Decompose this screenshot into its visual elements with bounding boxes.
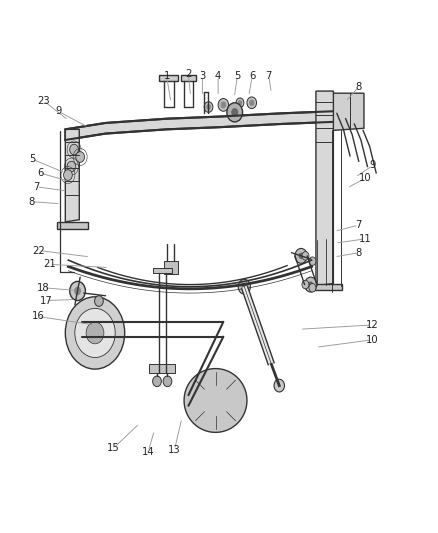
Circle shape [86,322,104,344]
Circle shape [220,101,226,108]
Circle shape [163,376,172,386]
Circle shape [76,152,85,163]
Text: 14: 14 [142,447,155,456]
Text: 7: 7 [265,71,272,81]
Polygon shape [65,130,79,222]
Text: 3: 3 [199,71,205,81]
Circle shape [236,98,244,108]
Polygon shape [149,365,175,373]
Circle shape [238,279,251,294]
Polygon shape [159,75,178,82]
Text: 6: 6 [37,168,43,178]
Text: 10: 10 [365,335,378,345]
Circle shape [204,102,213,112]
Circle shape [295,248,307,263]
Polygon shape [307,284,342,290]
Circle shape [309,257,316,265]
Text: 5: 5 [234,71,240,81]
Circle shape [238,100,242,106]
Text: 1: 1 [163,71,170,81]
Text: 22: 22 [33,246,46,255]
Circle shape [65,297,125,369]
Text: 2: 2 [185,69,191,79]
Circle shape [67,161,76,172]
Circle shape [218,99,229,111]
Circle shape [242,284,247,290]
Polygon shape [316,91,333,286]
Polygon shape [164,261,178,274]
Circle shape [249,100,254,106]
Circle shape [302,280,309,289]
Circle shape [298,253,304,259]
Polygon shape [180,75,196,82]
Circle shape [206,104,211,110]
Circle shape [304,277,317,292]
Circle shape [247,97,257,109]
Text: 16: 16 [32,311,44,321]
Circle shape [302,252,309,260]
Circle shape [309,284,316,292]
Circle shape [274,379,285,392]
Text: 15: 15 [107,443,120,453]
Circle shape [152,376,161,386]
Text: 9: 9 [370,160,376,171]
Circle shape [75,309,115,358]
Text: 21: 21 [43,260,56,269]
Polygon shape [332,93,364,131]
Text: 7: 7 [33,182,40,192]
Text: 11: 11 [359,234,371,244]
Circle shape [64,169,72,180]
Circle shape [231,108,238,117]
Circle shape [74,287,81,295]
Text: 23: 23 [37,95,50,106]
Polygon shape [152,268,172,273]
Text: 6: 6 [249,71,255,81]
Text: 9: 9 [55,106,61,116]
Circle shape [95,296,103,306]
Circle shape [308,281,313,288]
Text: 8: 8 [356,82,362,92]
Polygon shape [184,369,247,432]
Circle shape [227,103,243,122]
Text: 18: 18 [37,283,50,293]
Text: 8: 8 [356,248,362,257]
Text: 5: 5 [29,154,35,164]
Text: 17: 17 [40,295,53,305]
Text: 13: 13 [168,445,181,455]
Polygon shape [65,111,332,140]
Text: 12: 12 [365,320,378,330]
Polygon shape [57,222,88,229]
Text: 10: 10 [359,173,371,183]
Circle shape [70,144,78,155]
Circle shape [70,281,85,301]
Text: 7: 7 [356,220,362,230]
Text: 4: 4 [215,71,221,81]
Text: 8: 8 [28,197,34,207]
